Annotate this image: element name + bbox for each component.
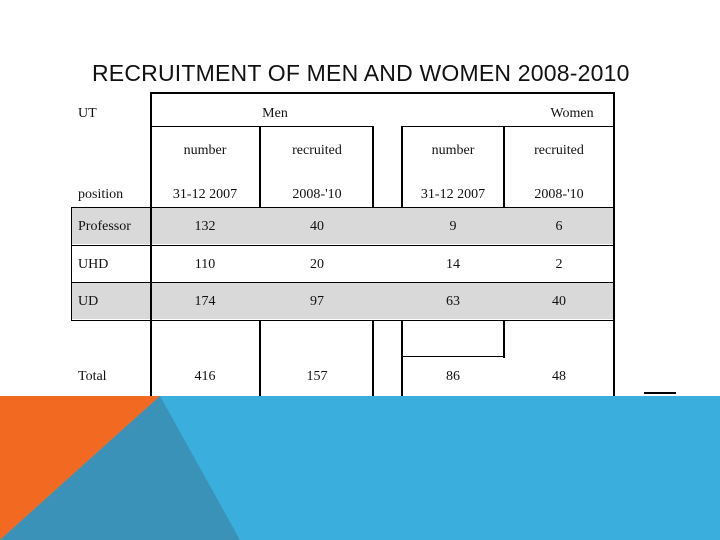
table-cell: 132 <box>194 219 216 234</box>
table-cell: 40 <box>310 219 324 234</box>
subheader-women-period: 2008-'10 <box>534 187 584 202</box>
subheader-women-date: 31-12 2007 <box>420 187 486 202</box>
stray-rule <box>644 392 676 394</box>
decor-band-shapes <box>0 396 240 540</box>
table-cell: 6 <box>555 219 563 234</box>
subheader-men-number: number <box>183 143 227 158</box>
men-col-divider <box>259 126 261 208</box>
row-professor-bg <box>72 208 614 244</box>
left-outer-border <box>150 92 152 396</box>
total-col-divider-a <box>259 320 261 396</box>
total-cell: 86 <box>446 369 460 384</box>
row-label: Professor <box>78 219 131 234</box>
row-label: UHD <box>78 257 109 272</box>
table-cell: 2 <box>555 257 563 272</box>
position-label: position <box>78 187 124 202</box>
table-cell: 63 <box>446 294 460 309</box>
subheader-men-period: 2008-'10 <box>292 187 342 202</box>
total-col-divider-d <box>503 320 505 358</box>
subheader-men-recruited: recruited <box>292 143 342 158</box>
total-inner-rule <box>402 356 504 357</box>
row-uhd-bg <box>72 246 614 282</box>
subheader-women-number: number <box>431 143 475 158</box>
top-border <box>152 92 614 94</box>
table-cell: 9 <box>449 219 457 234</box>
table-cell: 97 <box>310 294 324 309</box>
group-men-header: Men <box>262 106 288 121</box>
row-border-top <box>72 207 614 208</box>
total-cell: 48 <box>552 369 566 384</box>
subheader-rule-men <box>152 126 372 127</box>
row-left-border <box>71 207 72 321</box>
subheader-rule-women <box>402 126 614 127</box>
right-outer-border <box>613 92 615 396</box>
men-right-divider <box>372 126 374 208</box>
subheader-men-date: 31-12 2007 <box>172 187 238 202</box>
table-cell: 20 <box>310 257 324 272</box>
row-border-mid2 <box>72 282 614 283</box>
row-border-mid1 <box>72 245 614 246</box>
women-left-divider <box>401 126 403 208</box>
total-col-divider-c <box>401 320 403 396</box>
total-label: Total <box>78 369 107 384</box>
women-col-divider <box>503 126 505 208</box>
table-cell: 174 <box>194 294 216 309</box>
table-cell: 110 <box>194 257 216 272</box>
total-cell: 416 <box>194 369 216 384</box>
total-col-divider-b <box>372 320 374 396</box>
row-label: UD <box>78 294 99 309</box>
row-ud-bg <box>72 283 614 319</box>
row-border-bottom <box>72 320 614 321</box>
subheader-women-recruited: recruited <box>534 143 584 158</box>
slide-title: RECRUITMENT OF MEN AND WOMEN 2008-2010 <box>92 60 630 86</box>
total-cell: 157 <box>306 369 328 384</box>
table-cell: 14 <box>446 257 460 272</box>
group-women-header: Women <box>550 106 594 121</box>
table-cell: 40 <box>552 294 566 309</box>
corner-label-ut: UT <box>78 106 97 121</box>
